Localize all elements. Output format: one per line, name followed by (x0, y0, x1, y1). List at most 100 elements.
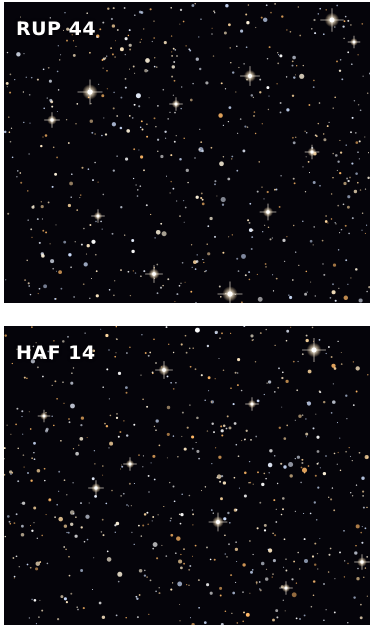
star (157, 514, 159, 516)
star (272, 274, 274, 276)
star (178, 559, 183, 564)
star (283, 538, 286, 541)
star (349, 176, 351, 179)
star (289, 295, 293, 300)
star (229, 47, 231, 49)
star (301, 414, 304, 416)
star (71, 372, 73, 374)
star (286, 236, 288, 238)
star (10, 127, 13, 129)
star (153, 37, 156, 39)
star (228, 236, 230, 238)
star (151, 40, 153, 43)
star (246, 126, 249, 128)
star (27, 190, 29, 192)
star (31, 457, 33, 459)
star (194, 157, 196, 159)
star (7, 212, 10, 215)
star (205, 81, 209, 85)
star (304, 559, 308, 563)
star (102, 474, 104, 476)
star (206, 546, 208, 549)
star (125, 434, 129, 437)
star (188, 568, 191, 571)
star (179, 620, 181, 622)
star (206, 243, 208, 245)
star (56, 110, 58, 113)
star (119, 431, 122, 433)
star (31, 236, 33, 239)
star (133, 148, 136, 151)
star (257, 471, 259, 474)
star (171, 55, 173, 57)
star (46, 562, 49, 565)
star (93, 450, 96, 452)
star (356, 577, 360, 581)
star (220, 82, 223, 85)
star (9, 523, 12, 525)
star (169, 481, 171, 484)
star (295, 617, 298, 620)
star (148, 491, 150, 493)
star (299, 568, 301, 570)
star (272, 618, 275, 622)
star (184, 334, 187, 337)
star (171, 75, 174, 78)
star (198, 607, 200, 609)
star (26, 563, 29, 566)
star (147, 474, 150, 477)
star (108, 349, 110, 351)
star (160, 154, 164, 159)
star (339, 139, 341, 141)
star (99, 28, 102, 31)
star (306, 401, 312, 406)
star (336, 422, 339, 424)
star (328, 553, 331, 556)
star (307, 369, 312, 374)
star (312, 181, 316, 184)
star (72, 53, 76, 57)
star (179, 23, 181, 25)
star (63, 240, 67, 244)
star (103, 117, 105, 119)
star (113, 294, 115, 297)
star (143, 513, 147, 516)
star (111, 122, 117, 127)
star (330, 356, 333, 358)
star (172, 94, 175, 96)
star (29, 566, 32, 569)
star (136, 616, 139, 619)
star (153, 338, 155, 341)
star (305, 338, 309, 343)
star (133, 482, 135, 485)
star (4, 473, 6, 476)
star (36, 366, 39, 369)
star (31, 598, 33, 601)
star (251, 339, 254, 342)
star (152, 547, 155, 550)
star (108, 289, 111, 291)
star (358, 140, 361, 143)
star (200, 196, 203, 200)
star (225, 4, 229, 8)
star (332, 383, 335, 385)
star (68, 574, 71, 577)
star (237, 358, 241, 362)
star (343, 295, 349, 301)
star (83, 262, 88, 267)
star (170, 517, 172, 520)
star (127, 34, 130, 37)
star (195, 260, 199, 263)
star (276, 616, 279, 619)
star (15, 513, 18, 516)
star (346, 418, 348, 420)
star (111, 489, 113, 492)
star (271, 576, 273, 578)
star (221, 203, 225, 206)
star (194, 544, 197, 547)
star (138, 594, 141, 596)
star (9, 73, 12, 76)
star (361, 526, 363, 528)
star (195, 57, 199, 61)
star (243, 326, 246, 328)
